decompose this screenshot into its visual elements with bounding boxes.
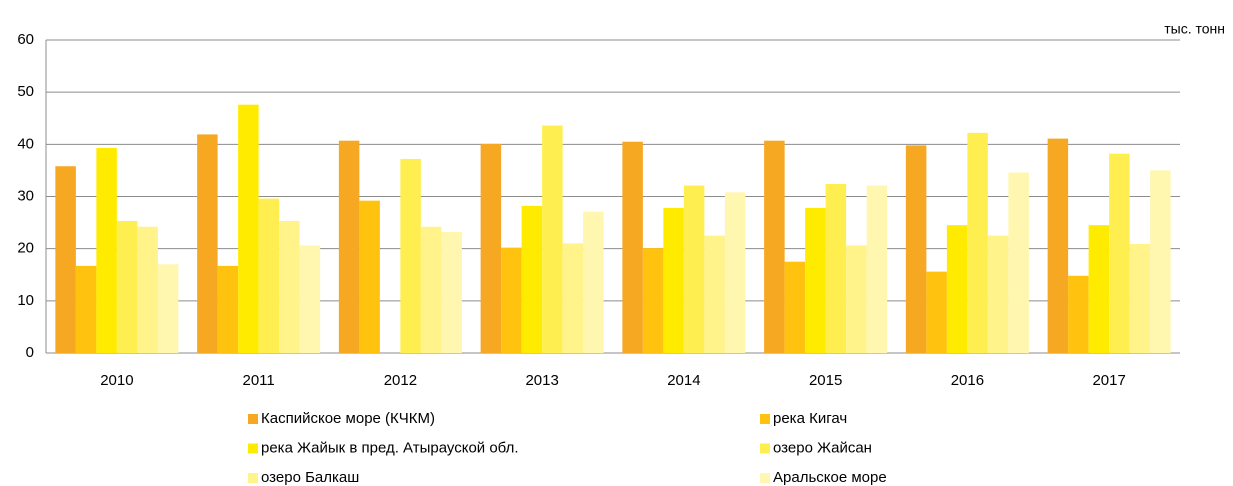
bar	[400, 158, 421, 353]
bar	[704, 235, 725, 353]
y-tick-label: 30	[17, 187, 34, 204]
bar	[663, 207, 684, 353]
y-tick-label: 10	[17, 292, 34, 309]
x-tick-label: 2017	[1092, 372, 1125, 389]
bar	[197, 134, 218, 353]
bar	[1088, 225, 1110, 353]
bar	[338, 140, 360, 353]
bar	[987, 235, 1009, 353]
bar	[967, 132, 988, 353]
bar	[359, 200, 380, 353]
bar	[480, 143, 502, 353]
bar	[784, 261, 806, 353]
y-tick-label: 20	[17, 240, 34, 257]
unit-label: тыс. тонн	[1164, 21, 1225, 37]
bar	[116, 221, 138, 353]
bar	[1109, 153, 1130, 353]
bar	[946, 225, 968, 353]
y-tick-label: 50	[17, 83, 34, 100]
x-tick-label: 2016	[951, 372, 984, 389]
legend-label: озеро Балкаш	[261, 469, 359, 486]
bar	[521, 205, 543, 353]
bar	[825, 183, 847, 353]
bar	[217, 265, 239, 353]
legend-label: озеро Жайсан	[773, 439, 872, 456]
x-tick-label: 2014	[667, 372, 700, 389]
legend-label: Аральское море	[773, 469, 887, 486]
y-tick-label: 60	[17, 31, 34, 48]
bar	[1068, 275, 1089, 353]
legend-swatch	[248, 414, 258, 424]
bar	[75, 265, 97, 353]
bar	[258, 198, 280, 353]
legend-label: река Жайык в пред. Атырауской обл.	[261, 439, 519, 456]
x-tick-label: 2015	[809, 372, 842, 389]
bar	[157, 264, 179, 353]
legend-swatch	[760, 443, 770, 454]
bar	[683, 185, 705, 353]
x-tick-label: 2012	[384, 372, 417, 389]
bar	[905, 145, 927, 353]
y-tick-label: 0	[26, 344, 34, 361]
legend-label: Каспийское море (КЧКМ)	[261, 410, 435, 427]
x-tick-label: 2013	[525, 372, 558, 389]
bar	[137, 226, 158, 353]
bar	[724, 192, 746, 353]
bar	[238, 104, 259, 353]
bar	[279, 221, 300, 353]
bar	[1047, 138, 1069, 353]
bar	[926, 271, 947, 353]
bar	[501, 247, 522, 353]
bar	[1129, 243, 1151, 353]
bar	[846, 245, 867, 353]
bar	[441, 231, 462, 353]
bar	[583, 211, 604, 353]
bar	[642, 248, 664, 353]
legend-label: река Кигач	[773, 410, 847, 427]
legend-swatch	[760, 414, 770, 424]
bar	[764, 140, 785, 353]
x-tick-label: 2011	[242, 372, 274, 389]
bar	[866, 185, 888, 353]
y-tick-label: 40	[17, 135, 34, 152]
bar	[562, 243, 584, 353]
bar	[55, 166, 76, 353]
bar	[542, 125, 563, 353]
x-tick-label: 2010	[100, 372, 133, 389]
legend-swatch	[248, 443, 258, 454]
legend-swatch	[248, 473, 258, 483]
bar	[622, 141, 643, 353]
bar	[420, 226, 442, 353]
bar	[96, 147, 117, 353]
bar	[1008, 172, 1029, 353]
legend-swatch	[760, 473, 770, 483]
bar	[299, 245, 321, 353]
bar	[1150, 170, 1171, 353]
bar	[805, 207, 826, 353]
